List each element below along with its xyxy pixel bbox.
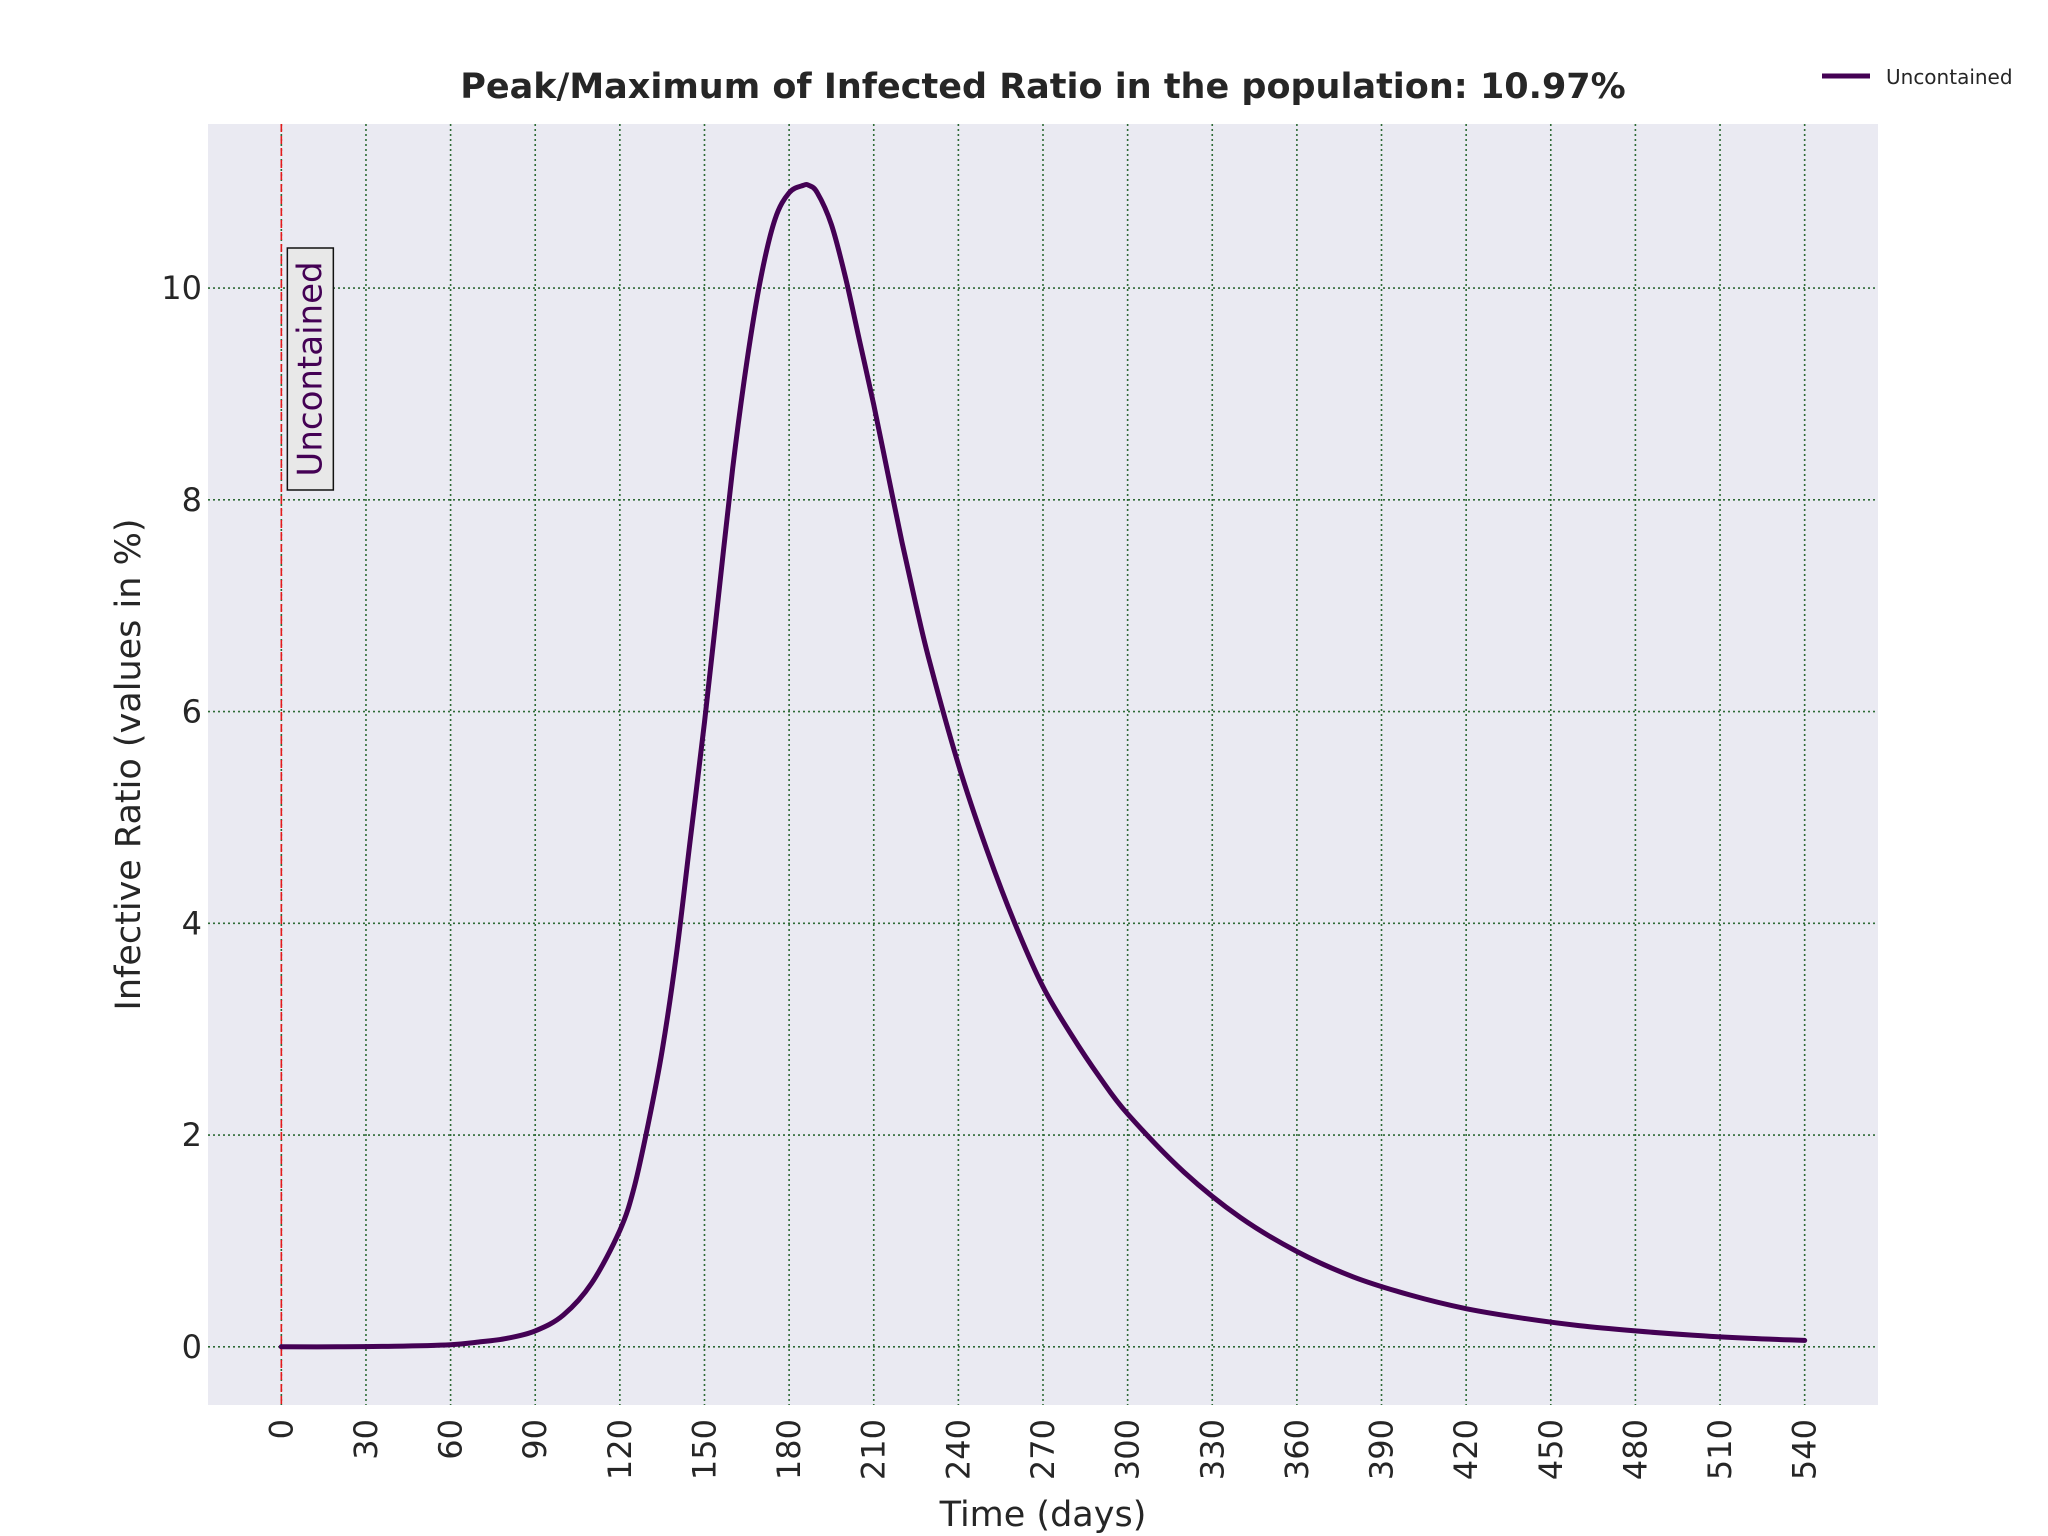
x-axis-label: Time (days) [939, 1495, 1147, 1535]
x-tick-label: 540 [1786, 1419, 1824, 1480]
y-tick-label: 4 [182, 904, 202, 942]
y-tick-label: 10 [161, 269, 202, 307]
y-tick-label: 2 [182, 1116, 202, 1154]
chart-title: Peak/Maximum of Infected Ratio in the po… [460, 67, 1625, 107]
x-tick-label: 60 [432, 1419, 470, 1460]
x-tick-label: 0 [262, 1419, 300, 1439]
x-tick-label: 210 [855, 1419, 893, 1480]
x-tick-label: 90 [516, 1419, 554, 1460]
legend: Uncontained [1822, 65, 2013, 89]
x-tick-label: 420 [1447, 1419, 1485, 1480]
series-layer [278, 182, 1808, 1350]
grid-layer [208, 124, 1878, 1405]
x-tick-label: 120 [601, 1419, 639, 1480]
y-axis-label: Infective Ratio (values in %) [109, 519, 149, 1011]
y-tick-label: 0 [182, 1328, 202, 1366]
x-tick-label: 270 [1024, 1419, 1062, 1480]
x-tick-label: 300 [1109, 1419, 1147, 1480]
x-tick-label: 330 [1193, 1419, 1231, 1480]
x-tick-label: 180 [770, 1419, 808, 1480]
y-tick-label: 8 [182, 481, 202, 519]
x-tick-label: 30 [347, 1419, 385, 1460]
annotation-label: Uncontained [290, 261, 330, 476]
x-tick-label: 150 [685, 1419, 723, 1480]
x-tick-label: 450 [1532, 1419, 1570, 1480]
x-tick-label: 390 [1363, 1419, 1401, 1480]
series-line-uncontained [278, 182, 1808, 1350]
tick-label-layer: 0 30 60 90 120 150 180 210 240 270 300 330 360 390 420… [161, 269, 1823, 1480]
x-tick-label: 480 [1616, 1419, 1654, 1480]
x-tick-label: 240 [939, 1419, 977, 1480]
y-tick-label: 6 [182, 693, 202, 731]
annotation-box [286, 247, 335, 491]
legend-label-uncontained: Uncontained [1886, 65, 2013, 89]
annotation-layer: Uncontained [280, 124, 335, 1405]
x-tick-label: 510 [1701, 1419, 1739, 1480]
x-tick-label: 360 [1278, 1419, 1316, 1480]
